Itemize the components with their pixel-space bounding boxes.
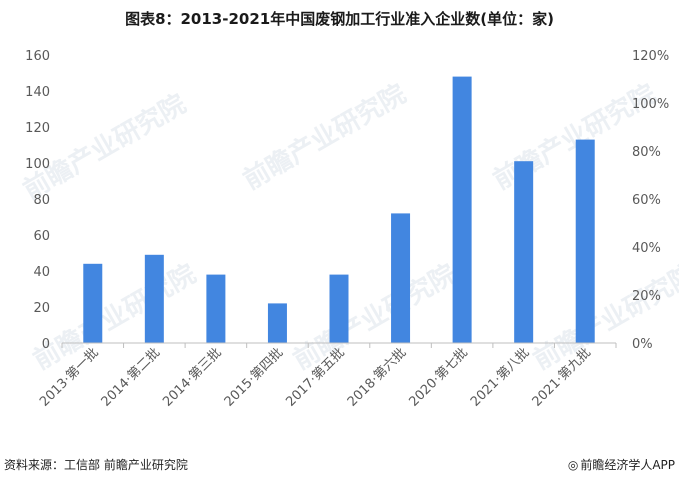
brand-logo-icon: ◎ [567,458,579,472]
bar [329,274,349,343]
watermark-text: 前瞻产业研究院 [488,78,661,196]
x-tick-label: 2018·第六批 [345,345,410,410]
y-tick-label: 0 [42,337,50,352]
x-tick-label: 2015·第四批 [222,345,287,410]
bar [267,303,287,343]
watermark-text: 前瞻产业研究院 [288,258,461,376]
y2-tick-label: 40% [632,241,661,256]
y2-tick-label: 0% [632,337,653,352]
y-tick-label: 160 [25,49,50,64]
y-tick-label: 40 [33,265,50,280]
x-tick-label: 2021·第八批 [468,345,533,410]
brand-label-wrap: ◎ 前瞻经济学人APP [568,456,675,473]
y-tick-label: 60 [33,229,50,244]
bar [514,161,534,343]
watermark-text: 前瞻产业研究院 [528,258,679,376]
footer: 资料来源：工信部 前瞻产业研究院 ◎ 前瞻经济学人APP [0,456,679,476]
y-tick-label: 80 [33,193,50,208]
bar [144,254,164,343]
axes-group: 0 20 40 60 80 100 120 140 160 0% 20% 40% 60% 80% 100% 1… [25,49,669,352]
bar [83,263,103,343]
y-tick-label: 120 [25,121,50,136]
bar [206,274,226,343]
bar [391,213,411,343]
y2-tick-label: 80% [632,145,661,160]
y2-tick-label: 60% [632,193,661,208]
y2-tick-label: 100% [632,97,669,112]
y-tick-label: 20 [33,301,50,316]
bar [452,76,472,343]
y2-tick-label: 20% [632,289,661,304]
brand-label: 前瞻经济学人APP [580,458,675,472]
watermark-text: 前瞻产业研究院 [28,258,201,376]
chart-title: 图表8：2013-2021年中国废钢加工行业准入企业数(单位：家) [125,10,554,28]
x-tick-label: 2020·第七批 [406,345,471,410]
source-note: 资料来源：工信部 前瞻产业研究院 [4,458,188,472]
y-tick-label: 100 [25,157,50,172]
x-tick-label: 2014·第二批 [99,345,164,410]
bars-group [83,76,595,343]
x-tick-label: 2014·第三批 [160,345,225,410]
watermark-text: 前瞻产业研究院 [238,78,411,196]
y2-tick-label: 120% [632,49,669,64]
bar [575,139,595,343]
y-tick-label: 140 [25,85,50,100]
watermark-text: 前瞻产业研究院 [18,88,191,206]
